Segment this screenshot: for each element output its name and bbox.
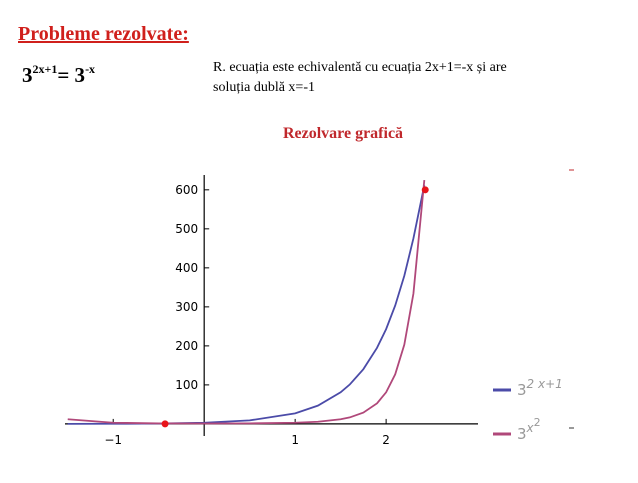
y-tick-label: 400 [175,261,198,275]
curve [67,179,426,425]
x-tick-label: 2 [382,433,390,447]
legend-exp: x [526,421,535,435]
eq-exp: 2x+1 [33,62,58,76]
legend-exp2: 2 [534,416,541,429]
legend-label: 3x2 [517,416,541,443]
marker [421,186,429,194]
explanation: soluția dublă x=-1 [213,80,315,95]
legend-base: 3 [517,381,527,399]
x-tick-label: −1 [104,433,122,447]
explanation: R. ecuația este echivalentă cu ecuația 2… [213,60,507,75]
slide-title: Probleme rezolvate: [18,23,189,45]
y-tick-label: 200 [175,339,198,353]
chart-title: Rezolvare grafică [283,125,403,142]
eq-exp: -x [85,62,95,76]
legend-label: 32 x+1 [517,377,563,399]
eq-base: 3 [22,63,33,87]
x-tick-label: 1 [291,433,299,447]
legend-base: 3 [517,425,527,443]
y-tick-label: 600 [175,183,198,197]
y-tick-label: 500 [175,222,198,236]
y-tick-label: 300 [175,300,198,314]
eq-rest: = 3 [57,63,85,87]
curve [67,184,426,425]
marker [161,420,169,428]
legend-exp: 2 x+1 [527,377,563,391]
equation: 32x+1= 3-x [22,62,95,87]
y-tick-label: 100 [175,378,198,392]
